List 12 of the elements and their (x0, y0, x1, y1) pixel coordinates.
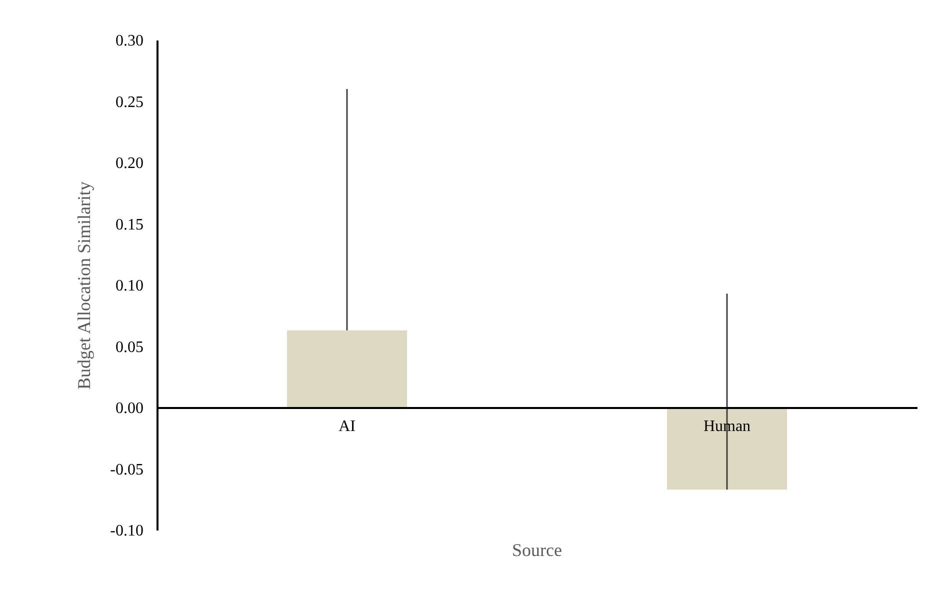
y-tick-label: 0.30 (116, 32, 144, 50)
y-tick-label: -0.10 (110, 522, 144, 540)
y-tick-label: 0.25 (116, 94, 144, 111)
x-axis-title: Source (512, 540, 562, 560)
y-tick-label: 0.05 (116, 338, 144, 356)
y-tick-label: 0.00 (116, 400, 144, 417)
x-tick-label: AI (338, 418, 356, 435)
y-axis-title: Budget Allocation Similarity (74, 182, 94, 390)
y-tick-label: -0.05 (110, 461, 144, 478)
y-tick-label: 0.20 (116, 155, 144, 172)
y-tick-label: 0.15 (116, 216, 144, 234)
y-tick-label: 0.10 (116, 278, 144, 294)
